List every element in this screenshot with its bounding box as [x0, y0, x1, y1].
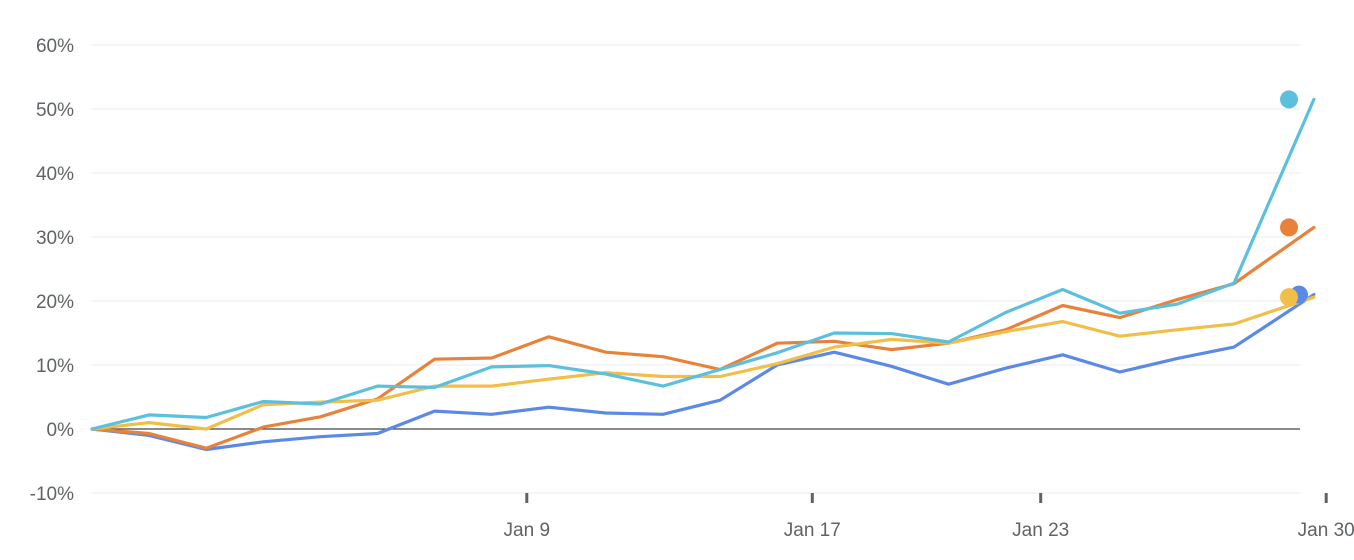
series-end-point-3: [1280, 288, 1298, 307]
y-tick-label: -10%: [30, 484, 74, 505]
y-tick-label: 10%: [36, 356, 74, 377]
y-tick-label: 40%: [36, 164, 74, 185]
series-line-2: [90, 225, 1316, 450]
y-tick-label: 60%: [36, 36, 74, 57]
y-tick-label: 50%: [36, 100, 74, 121]
y-tick-label: 30%: [36, 228, 74, 249]
series-lines: [90, 97, 1316, 452]
y-tick-label: 0%: [47, 420, 75, 441]
series-end-point-2: [1280, 218, 1298, 237]
series-line-3: [90, 295, 1316, 431]
x-tick-label: Jan 30: [1298, 520, 1354, 541]
x-tick-label: Jan 23: [1012, 520, 1069, 541]
x-tick-label: Jan 9: [504, 520, 550, 541]
x-axis: Jan 9 Jan 17 Jan 23 Jan 30: [504, 493, 1354, 541]
x-tick-label: Jan 17: [784, 520, 841, 541]
series-line-1: [90, 293, 1316, 452]
series-end-point-4: [1280, 90, 1298, 109]
series-line-4: [90, 97, 1316, 431]
series-end-points: [1280, 90, 1308, 307]
y-axis-tick-labels: 60% 50% 40% 30% 20% 10% 0% -10%: [30, 36, 74, 505]
y-tick-label: 20%: [36, 292, 74, 313]
